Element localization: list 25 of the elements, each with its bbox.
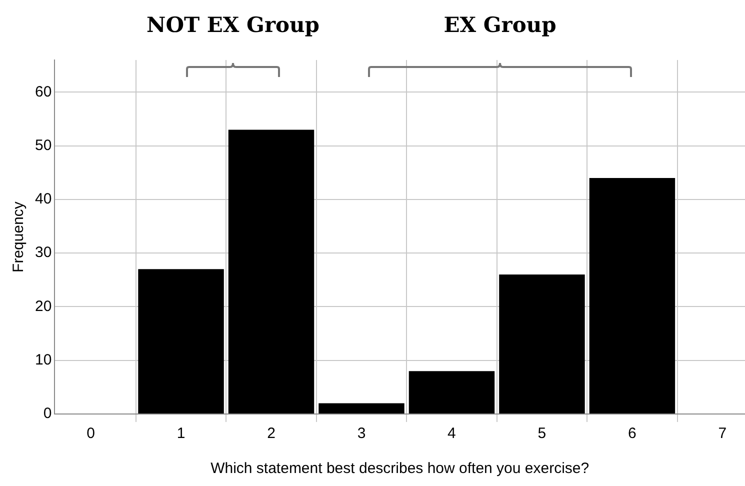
x-tick-label: 5 bbox=[538, 425, 546, 442]
x-tick-label: 3 bbox=[357, 425, 366, 442]
x-axis-title: Which statement best describes how often you exercise? bbox=[210, 460, 590, 478]
x-tick-label: 0 bbox=[86, 425, 95, 442]
x-tick-label: 2 bbox=[267, 425, 276, 442]
bar bbox=[318, 403, 404, 414]
bar bbox=[499, 274, 585, 414]
y-tick-label: 30 bbox=[34, 244, 52, 262]
y-tick-label: 10 bbox=[34, 352, 52, 369]
y-axis-title: Frequency bbox=[10, 201, 28, 272]
x-tick-label: 4 bbox=[448, 425, 456, 442]
x-tick-label: 7 bbox=[718, 425, 727, 442]
y-tick-label: 20 bbox=[34, 298, 52, 315]
y-tick-label: 40 bbox=[34, 190, 52, 208]
bar bbox=[589, 178, 676, 414]
bar bbox=[138, 269, 224, 414]
bar bbox=[228, 130, 314, 414]
y-tick-label: 50 bbox=[34, 136, 52, 154]
text: NOT EX Group bbox=[146, 12, 320, 37]
bar bbox=[408, 371, 495, 414]
text: EX Group bbox=[444, 12, 556, 37]
y-tick-label: 60 bbox=[34, 83, 52, 100]
y-tick-label: 0 bbox=[43, 405, 52, 422]
x-tick-label: 1 bbox=[176, 425, 186, 442]
x-tick-label: 6 bbox=[628, 425, 636, 442]
